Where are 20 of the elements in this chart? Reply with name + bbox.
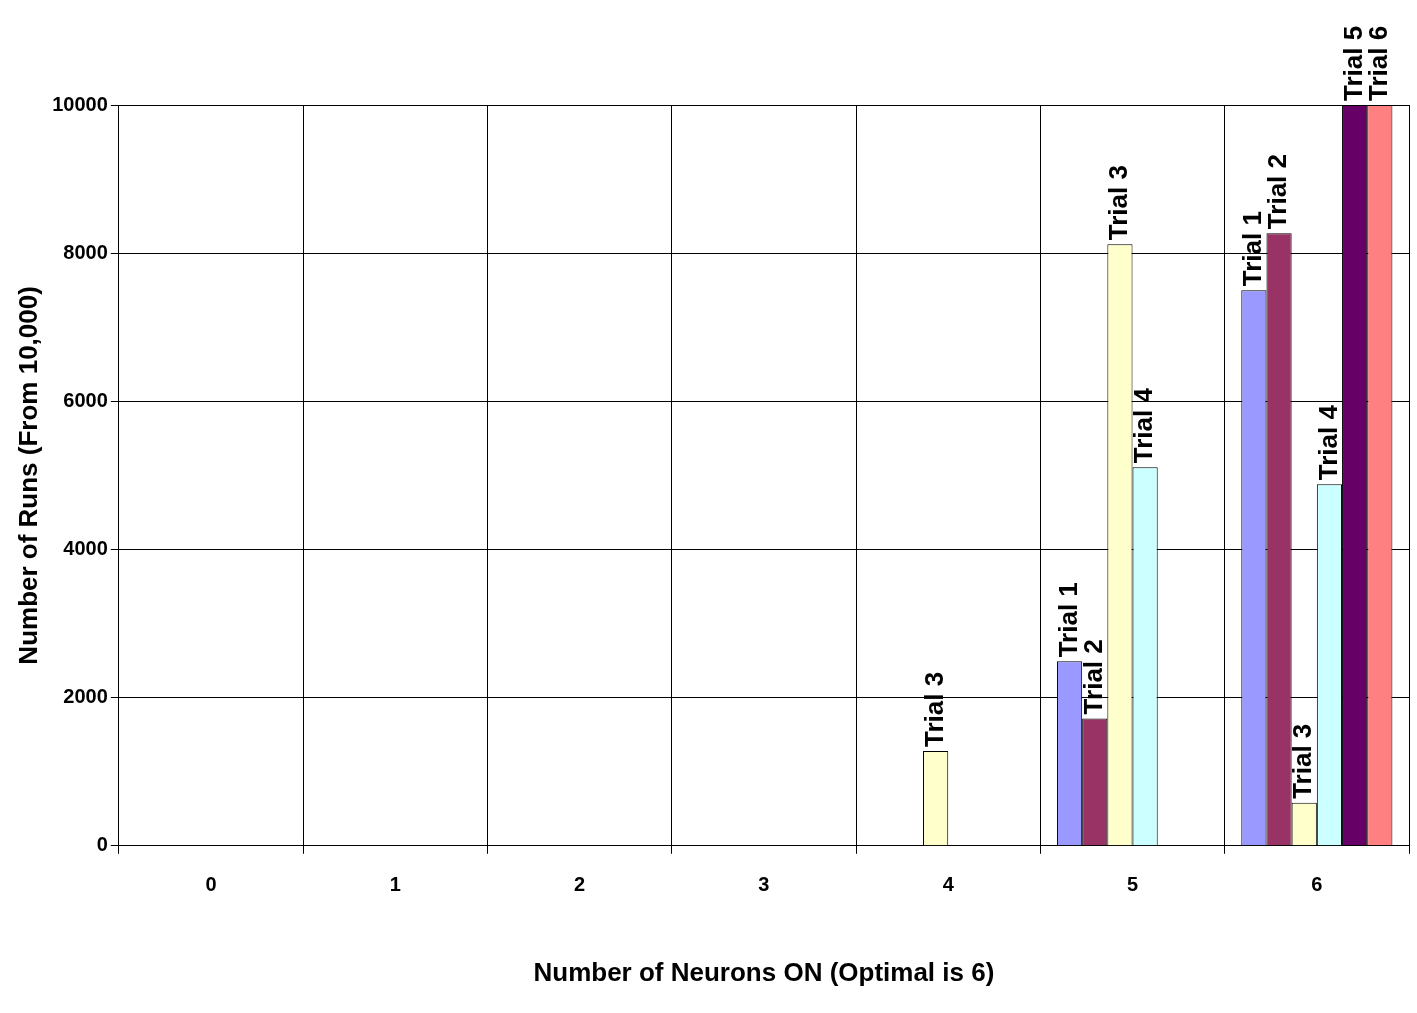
y-tick-label: 8000 [63, 240, 108, 263]
text: Trial 3 [1287, 723, 1318, 799]
x-tick-label: 5 [1126, 873, 1139, 896]
x-tick-label: 4 [942, 873, 955, 896]
y-tick-label: 4000 [63, 537, 108, 559]
y-tick-label: 2000 [63, 685, 108, 708]
x-tick-label: 1 [389, 873, 401, 896]
x-tick-label: 2 [574, 873, 586, 896]
x-tick-label: 3 [758, 873, 770, 896]
y-axis-title: Number of Runs (From 10,000) [12, 286, 43, 665]
x-axis-title: Number of Neurons ON (Optimal is 6) [533, 956, 995, 987]
y-tick-label: 0 [96, 833, 108, 856]
text: Trial 4 [1312, 405, 1343, 481]
x-tick-label: 0 [205, 873, 217, 896]
text: Trial 3 [1103, 165, 1134, 241]
text: Trial 4 [1128, 387, 1159, 464]
y-tick-label: 6000 [63, 388, 108, 411]
x-tick-label: 6 [1311, 873, 1323, 896]
y-tick-label: 10000 [52, 92, 108, 115]
text: Trial 3 [918, 671, 949, 747]
